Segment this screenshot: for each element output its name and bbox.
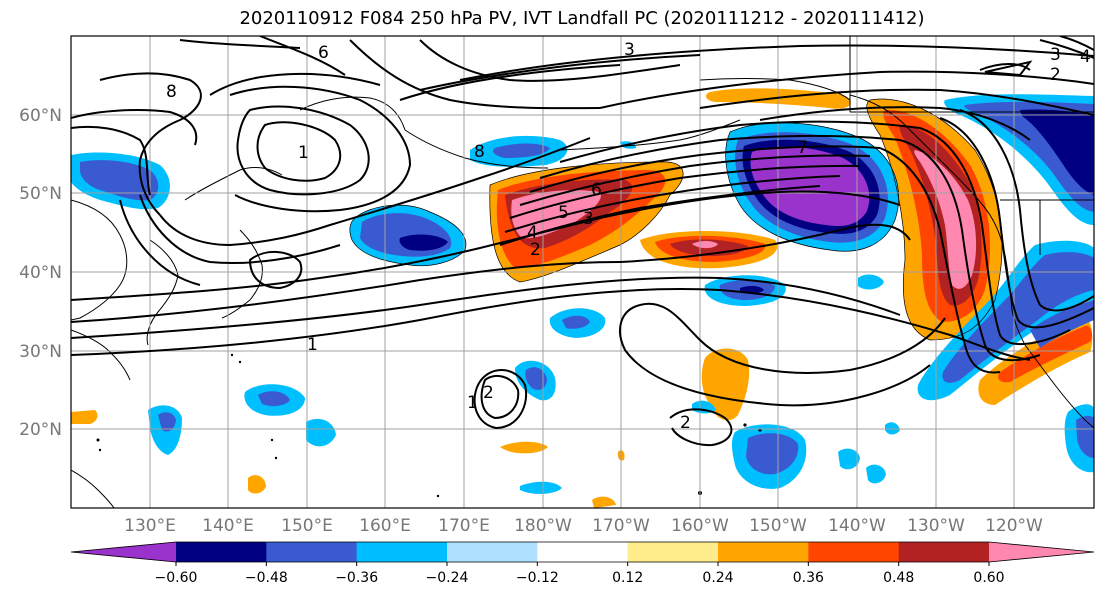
contour-label: 1 — [307, 335, 318, 355]
colorbar-swatch — [266, 542, 358, 562]
lat-label: 30°N — [19, 342, 62, 362]
contour-label: 2 — [1050, 65, 1061, 85]
lat-label: 40°N — [19, 263, 62, 283]
lon-label: 160°E — [359, 516, 411, 536]
colorbar-tick-label: 0.48 — [883, 570, 914, 586]
colorbar-tick-label: 0.24 — [702, 570, 733, 586]
contour-label: 2 — [483, 383, 494, 403]
lat-label: 60°N — [19, 106, 62, 126]
latitude-labels: 60°N 50°N 40°N 30°N 20°N — [19, 106, 62, 440]
contour-label: 5 — [558, 203, 569, 223]
colorbar-tick-label: 0.12 — [612, 570, 643, 586]
colorbar-tick-label: −0.12 — [516, 570, 559, 586]
colorbar-tick-label: 0.60 — [973, 570, 1004, 586]
contour-label: 3 — [1050, 45, 1061, 65]
contour-label: 8 — [474, 142, 485, 162]
colorbar-swatch — [808, 542, 900, 562]
pv-contour-labels: 6 3 3 2 4 8 1 8 7 6 5 4 3 2 1 1 2 2 — [166, 40, 1091, 433]
lon-label: 140°E — [202, 516, 254, 536]
map-frame — [70, 35, 1095, 509]
contour-label: 3 — [583, 209, 594, 229]
contour-label: 6 — [318, 43, 329, 63]
colorbar-tick-label: −0.48 — [245, 570, 288, 586]
lat-label: 50°N — [19, 184, 62, 204]
islands — [96, 353, 762, 498]
colorbar-swatch — [718, 542, 809, 562]
gridlines — [71, 36, 1094, 508]
lat-label: 20°N — [19, 420, 62, 440]
pv-contours — [71, 36, 1094, 447]
contour-label: 1 — [298, 143, 309, 163]
colorbar-swatch — [356, 542, 448, 562]
anomaly-outline — [349, 98, 1003, 341]
lon-label: 180°W — [514, 516, 572, 536]
contour-label: 1 — [467, 393, 478, 413]
colorbar-tick-label: 0.36 — [793, 570, 824, 586]
lon-label: 130°W — [907, 516, 965, 536]
lon-label: 160°W — [671, 516, 729, 536]
contour-label: 2 — [680, 413, 691, 433]
colorbar-extend-max — [989, 542, 1094, 562]
colorbar-extend-min — [71, 542, 176, 562]
lon-label: 150°E — [281, 516, 333, 536]
colorbar: −0.60 −0.48 −0.36 −0.24 −0.12 0.12 0.24 0.36 0.4… — [70, 541, 1095, 586]
contour-label: 7 — [797, 138, 808, 158]
contour-label: 8 — [166, 82, 177, 102]
contour-label: 4 — [1080, 47, 1091, 67]
colorbar-tick-label: −0.24 — [426, 570, 469, 586]
colorbar-swatch — [537, 542, 629, 562]
contour-label: 4 — [527, 223, 538, 243]
map-panel: 6 3 3 2 4 8 1 8 7 6 5 4 3 2 1 1 2 2 — [71, 36, 1094, 508]
colorbar-swatch — [176, 542, 267, 562]
contour-label: 2 — [530, 240, 541, 260]
contour-label: 6 — [591, 180, 602, 200]
lon-label: 120°W — [985, 516, 1043, 536]
lon-label: 130°E — [124, 516, 176, 536]
lon-label: 140°W — [828, 516, 886, 536]
colorbar-swatch — [447, 542, 538, 562]
longitude-labels: 130°E 140°E 150°E 160°E 170°E 180°W 170°… — [124, 516, 1043, 536]
map-title: 2020110912 F084 250 hPa PV, IVT Landfall… — [239, 8, 925, 29]
lon-label: 170°W — [592, 516, 650, 536]
lon-label: 170°E — [438, 516, 490, 536]
contour-label: 3 — [624, 40, 635, 60]
colorbar-tick-label: −0.36 — [335, 570, 378, 586]
colorbar-swatch — [627, 542, 719, 562]
colorbar-swatch — [898, 542, 990, 562]
lon-label: 150°W — [749, 516, 807, 536]
colorbar-tick-label: −0.60 — [155, 570, 198, 586]
